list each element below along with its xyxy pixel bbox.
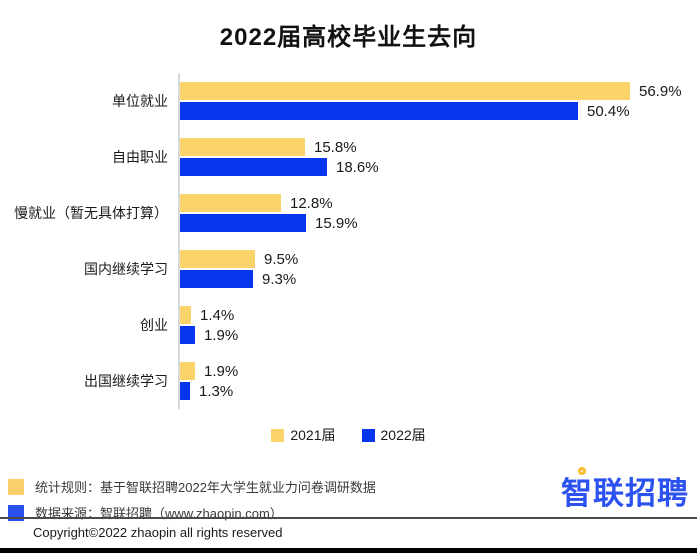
- bar-line: 9.5%: [180, 250, 697, 268]
- category-label: 国内继续学习: [84, 261, 168, 277]
- bar-group: 1.9% 1.3%: [178, 353, 697, 409]
- zhaopin-logo-text: 智联招聘: [561, 476, 689, 511]
- chart-rows: 单位就业 56.9% 50.4% 自由职业 15.8% 18.6% 慢就业（暂无具体打算） 1…: [0, 73, 697, 409]
- bar-line: 1.9%: [180, 326, 697, 344]
- bar-group: 9.5% 9.3%: [178, 241, 697, 297]
- bar-2021届: [180, 82, 630, 100]
- bar-2022届: [180, 382, 190, 400]
- bar-line: 15.9%: [180, 214, 697, 232]
- bar-group: 12.8% 15.9%: [178, 185, 697, 241]
- note-statistics-rule: 统计规则：基于智联招聘2022年大学生就业力问卷调研数据: [8, 477, 697, 496]
- value-label: 1.9%: [204, 326, 239, 344]
- copyright-text: Copyright©2022 zhaopin all rights reserv…: [33, 525, 283, 540]
- bar-2021届: [180, 138, 305, 156]
- bar-2022届: [180, 270, 253, 288]
- category-label: 出国继续学习: [84, 373, 168, 389]
- legend-label: 2021届: [290, 427, 336, 443]
- note-marker-blue: [8, 504, 24, 521]
- bar-line: 15.8%: [180, 138, 697, 156]
- bar-2022届: [180, 214, 306, 232]
- chart-row: 慢就业（暂无具体打算） 12.8% 15.9%: [0, 185, 697, 241]
- value-label: 9.3%: [262, 270, 297, 288]
- note-text: 统计规则：基于智联招聘2022年大学生就业力问卷调研数据: [35, 480, 376, 495]
- chart-row: 单位就业 56.9% 50.4%: [0, 73, 697, 129]
- category-label: 慢就业（暂无具体打算）: [14, 205, 168, 221]
- bar-2021届: [180, 250, 255, 268]
- value-label: 56.9%: [639, 82, 682, 100]
- bottom-border: [0, 548, 697, 553]
- bar-group: 56.9% 50.4%: [178, 73, 697, 129]
- bar-group: 15.8% 18.6%: [178, 129, 697, 185]
- bar-2021届: [180, 194, 281, 212]
- value-label: 1.4%: [200, 306, 235, 324]
- bar-line: 9.3%: [180, 270, 697, 288]
- footer-separator-line: [0, 517, 697, 519]
- bar-chart: 单位就业 56.9% 50.4% 自由职业 15.8% 18.6% 慢就业（暂无具体打算） 1…: [0, 73, 697, 445]
- legend-item-2021: 2021届: [271, 425, 336, 445]
- logo-yellow-dot-icon: [578, 467, 586, 475]
- chart-legend: 2021届 2022届: [0, 425, 697, 445]
- bar-line: 18.6%: [180, 158, 697, 176]
- bar-line: 1.3%: [180, 382, 697, 400]
- bar-line: 12.8%: [180, 194, 697, 212]
- legend-swatch-blue: [361, 428, 375, 442]
- chart-row: 自由职业 15.8% 18.6%: [0, 129, 697, 185]
- category-label: 自由职业: [112, 149, 168, 165]
- bar-2021届: [180, 306, 191, 324]
- bar-line: 50.4%: [180, 102, 697, 120]
- bar-line: 56.9%: [180, 82, 697, 100]
- value-label: 12.8%: [290, 194, 333, 212]
- bar-2022届: [180, 102, 578, 120]
- chart-title: 2022届高校毕业生去向: [219, 24, 478, 51]
- zhaopin-logo: 智联招聘: [561, 467, 689, 513]
- note-text: 数据来源：智联招聘（www.zhaopin.com）: [35, 506, 283, 521]
- note-marker-yellow: [8, 478, 24, 495]
- value-label: 9.5%: [264, 250, 299, 268]
- category-label: 单位就业: [112, 93, 168, 109]
- value-label: 18.6%: [336, 158, 379, 176]
- value-label: 1.9%: [204, 362, 239, 380]
- chart-row: 出国继续学习 1.9% 1.3%: [0, 353, 697, 409]
- bar-2021届: [180, 362, 195, 380]
- bar-line: 1.4%: [180, 306, 697, 324]
- bar-2022届: [180, 158, 327, 176]
- category-label: 创业: [140, 317, 168, 333]
- bar-2022届: [180, 326, 195, 344]
- value-label: 50.4%: [587, 102, 630, 120]
- bar-line: 1.9%: [180, 362, 697, 380]
- value-label: 15.8%: [314, 138, 357, 156]
- value-label: 15.9%: [315, 214, 358, 232]
- legend-label: 2022届: [380, 427, 426, 443]
- value-label: 1.3%: [199, 382, 234, 400]
- chart-row: 国内继续学习 9.5% 9.3%: [0, 241, 697, 297]
- chart-row: 创业 1.4% 1.9%: [0, 297, 697, 353]
- legend-swatch-yellow: [271, 428, 285, 442]
- legend-item-2022: 2022届: [361, 425, 426, 445]
- bar-group: 1.4% 1.9%: [178, 297, 697, 353]
